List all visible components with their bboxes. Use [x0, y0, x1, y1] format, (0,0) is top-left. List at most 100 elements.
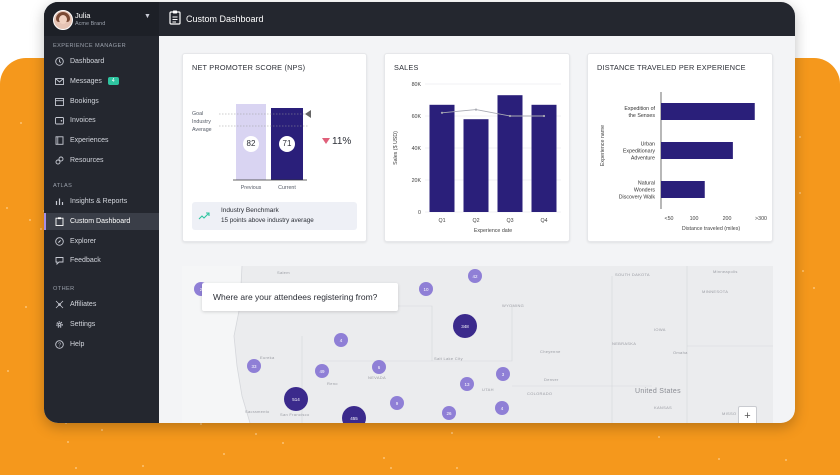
sales-title: SALES — [394, 63, 419, 72]
distance-bar — [661, 181, 705, 198]
map-cluster[interactable]: 10 — [419, 282, 433, 296]
sidebar-item-invoices[interactable]: Invoices — [44, 112, 159, 129]
map-cluster[interactable]: 514 — [284, 387, 308, 411]
current-label: Current — [278, 185, 296, 191]
map-cluster[interactable]: 9 — [390, 396, 404, 410]
texture-speck — [20, 121, 23, 124]
sidebar-item-messages[interactable]: Messages 4 — [44, 73, 159, 90]
benchmark-text: 15 points above industry average — [221, 217, 314, 224]
industry-label-line2: Average — [192, 127, 212, 133]
sidebar-item-bookings[interactable]: Bookings — [44, 93, 159, 110]
sidebar-item-help[interactable]: ? Help — [44, 336, 159, 353]
sidebar-item-label: Custom Dashboard — [70, 217, 131, 225]
sidebar-item-feedback[interactable]: Feedback — [44, 252, 159, 269]
svg-text:?: ? — [58, 342, 61, 348]
compass-icon — [55, 236, 64, 246]
texture-speck — [24, 305, 27, 308]
nps-card: NET PROMOTER SCORE (NPS) Goal Industry A… — [182, 53, 367, 242]
sidebar-item-label: Help — [70, 340, 85, 348]
map-place-label: Omaha — [673, 350, 688, 355]
calendar-icon — [55, 97, 64, 106]
map-cluster[interactable]: 348 — [453, 314, 477, 338]
sales-xtick: Q3 — [506, 218, 513, 224]
map-place-label: United States — [635, 388, 681, 395]
sidebar-item-dashboard[interactable]: Dashboard — [44, 53, 159, 70]
user-name: Julia — [75, 11, 91, 20]
sales-ytick: 80K — [412, 82, 422, 88]
distance-ylabel: Experience name — [600, 125, 606, 166]
sales-xtick: Q2 — [472, 218, 479, 224]
texture-speck — [100, 429, 103, 432]
nps-bars — [219, 104, 330, 181]
sidebar-item-experiences[interactable]: Experiences — [44, 132, 159, 149]
sidebar-section-label: OTHER — [53, 286, 75, 292]
help-icon: ? — [55, 339, 64, 349]
texture-speck — [255, 432, 258, 435]
sidebar-item-resources[interactable]: Resources — [44, 152, 159, 169]
book-icon — [55, 136, 64, 145]
map-place-label: Denver — [544, 377, 559, 382]
map-place-label: Minneapolis — [713, 269, 738, 274]
chevron-down-icon[interactable]: ▼ — [144, 13, 151, 20]
map-cluster[interactable]: 455 — [342, 406, 366, 423]
map-cluster[interactable]: 6 — [372, 360, 386, 374]
map-cluster[interactable]: 33 — [247, 359, 261, 373]
sales-xtick: Q4 — [540, 218, 547, 224]
texture-speck — [658, 435, 661, 438]
distance-category-label: Expedition of — [624, 106, 655, 112]
sidebar-item-affiliates[interactable]: Affiliates — [44, 296, 159, 313]
map-place-label: NEVADA — [368, 375, 386, 380]
map-cluster[interactable]: 4 — [495, 401, 509, 415]
sidebar-item-label: Feedback — [70, 257, 101, 265]
texture-speck — [282, 442, 285, 445]
map-cluster[interactable]: 13 — [460, 377, 474, 391]
sales-trend-point — [542, 114, 546, 118]
sales-xlabel: Experience date — [474, 228, 512, 234]
texture-speck — [813, 287, 816, 290]
map-cluster[interactable]: 49 — [315, 364, 329, 378]
network-icon — [55, 300, 64, 309]
map-card[interactable]: 2 42 10 348 4 33 49 6 13 3 514 9 26 4 455 Salem SOUTH DA… — [182, 266, 773, 423]
sales-trend-line — [441, 109, 544, 117]
user-menu[interactable]: Julia Acme Brand ▼ — [44, 2, 159, 36]
map-place-label: COLORADO — [527, 391, 553, 396]
user-brand: Acme Brand — [75, 21, 106, 27]
sidebar-item-settings[interactable]: Settings — [44, 316, 159, 333]
texture-speck — [74, 467, 77, 470]
map-place-label: IOWA — [654, 327, 666, 332]
map-cluster[interactable]: 42 — [468, 269, 482, 283]
sales-trend-point — [508, 114, 512, 118]
page-title: Custom Dashboard — [186, 14, 264, 24]
map-place-label: Sacramento — [245, 409, 270, 414]
map-place-label: MINNESOTA — [702, 289, 729, 294]
map-cluster[interactable]: 4 — [334, 333, 348, 347]
benchmark-title: Industry Benchmark — [221, 207, 279, 214]
sidebar-item-insights-reports[interactable]: Insights & Reports — [44, 193, 159, 210]
down-arrow-icon — [322, 138, 330, 144]
messages-count-badge: 4 — [107, 77, 119, 86]
distance-card: DISTANCE TRAVELED PER EXPERIENCE Expedit… — [587, 53, 773, 242]
link-icon — [55, 156, 64, 165]
sales-bar — [429, 104, 455, 212]
mail-icon — [55, 77, 64, 86]
texture-speck — [785, 458, 788, 461]
distance-title: DISTANCE TRAVELED PER EXPERIENCE — [597, 63, 746, 72]
sales-chart: 0 20K 40K 60K 80K Q1 Q2 Q3 Q4 Experience date Sale… — [393, 82, 561, 234]
sidebar-item-explorer[interactable]: Explorer — [44, 233, 159, 250]
map-cluster[interactable]: 3 — [496, 367, 510, 381]
sidebar-item-custom-dashboard[interactable]: Custom Dashboard — [44, 212, 159, 230]
gear-icon — [55, 320, 64, 329]
sidebar-item-label: Messages — [70, 77, 102, 85]
distance-xtick: >300 — [755, 216, 767, 222]
sidebar-item-label: Affiliates — [70, 301, 97, 308]
sales-trend-point — [474, 108, 478, 111]
texture-speck — [66, 440, 69, 443]
zoom-in-button[interactable]: + — [738, 406, 757, 423]
distance-category-label: Discovery Walk — [619, 195, 656, 201]
map-question: Where are your attendees registering fro… — [202, 283, 398, 311]
texture-speck — [29, 218, 32, 221]
distance-xtick: 100 — [690, 216, 699, 222]
benchmark-box: Industry Benchmark 15 points above indus… — [192, 202, 357, 230]
map-cluster[interactable]: 26 — [442, 406, 456, 420]
